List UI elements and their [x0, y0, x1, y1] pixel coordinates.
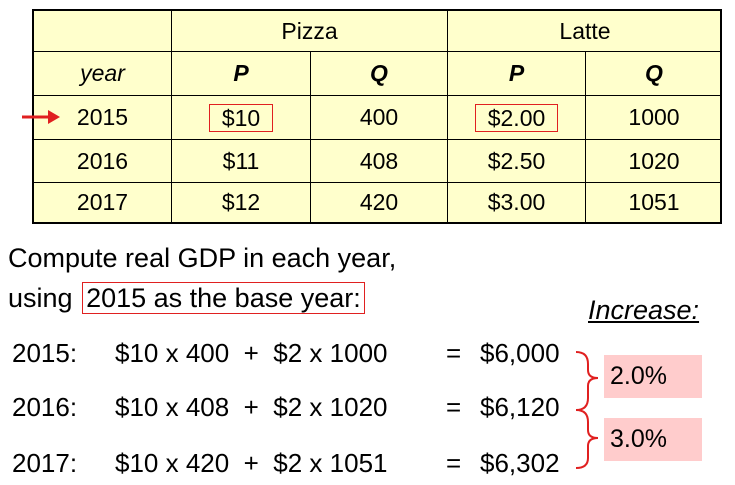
eq-expression: $10 x 400 + $2 x 1000 [115, 338, 388, 368]
col-header-pizza-p: P [233, 60, 249, 86]
base-year-highlight: 2015 as the base year: [82, 282, 365, 314]
col-header-pizza-q: Q [370, 60, 388, 86]
highlighted-base-price: $10 [208, 103, 274, 132]
instruction-line-1: Compute real GDP in each year, [8, 243, 397, 273]
table-cell: $2.50 [487, 147, 546, 174]
table-cell: 1000 [628, 104, 680, 130]
table-cell: 400 [359, 104, 399, 130]
table-cell: 1051 [628, 189, 680, 215]
row-year-2016: 2016 [76, 147, 129, 174]
eq-result: $6,302 [480, 448, 560, 478]
col-header-latte-p: P [508, 60, 525, 86]
grid-line [171, 11, 172, 222]
table-cell: 1020 [628, 147, 680, 174]
grid-line [34, 139, 720, 140]
col-header-latte-q: Q [645, 60, 663, 86]
grid-line [34, 95, 720, 96]
grid-line [310, 51, 311, 222]
instruction-prefix: using [8, 283, 73, 313]
eq-year: 2017: [12, 448, 78, 478]
arrow-right-icon [22, 110, 60, 124]
eq-year: 2016: [12, 392, 78, 422]
table-cell: 408 [359, 147, 399, 174]
col-header-year: year [80, 60, 125, 86]
table-cell: $2.00 [448, 96, 585, 139]
eq-equals: = [446, 338, 462, 368]
grid-line [34, 51, 720, 52]
eq-equals: = [446, 392, 462, 422]
price-quantity-table: Pizza Latte year P Q P Q 2015 $10 400 $2… [32, 9, 722, 224]
table-cell: $3.00 [487, 189, 546, 215]
grid-line [447, 11, 448, 222]
row-year-2017: 2017 [76, 189, 129, 215]
eq-result: $6,120 [480, 392, 560, 422]
brace-icon [575, 351, 599, 469]
increase-badge: 2.0% [604, 355, 702, 398]
eq-expression: $10 x 408 + $2 x 1020 [115, 392, 388, 422]
table-cell: $10 [172, 96, 310, 139]
increase-badge: 3.0% [604, 418, 702, 461]
eq-year: 2015: [12, 338, 78, 368]
eq-equals: = [446, 448, 462, 478]
eq-expression: $10 x 420 + $2 x 1051 [115, 448, 388, 478]
group-header-pizza: Pizza [281, 17, 338, 44]
table-cell: $12 [221, 189, 261, 215]
table-cell: $11 [222, 147, 260, 174]
group-header-latte: Latte [559, 17, 611, 44]
row-year-2015: 2015 [76, 104, 129, 130]
grid-line [585, 51, 586, 222]
table-cell: 420 [359, 189, 399, 215]
increase-label: Increase: [588, 295, 700, 325]
grid-line [34, 182, 720, 183]
eq-result: $6,000 [480, 338, 560, 368]
highlighted-base-price: $2.00 [474, 103, 559, 132]
instruction-line-2: using 2015 as the base year: [8, 282, 365, 314]
